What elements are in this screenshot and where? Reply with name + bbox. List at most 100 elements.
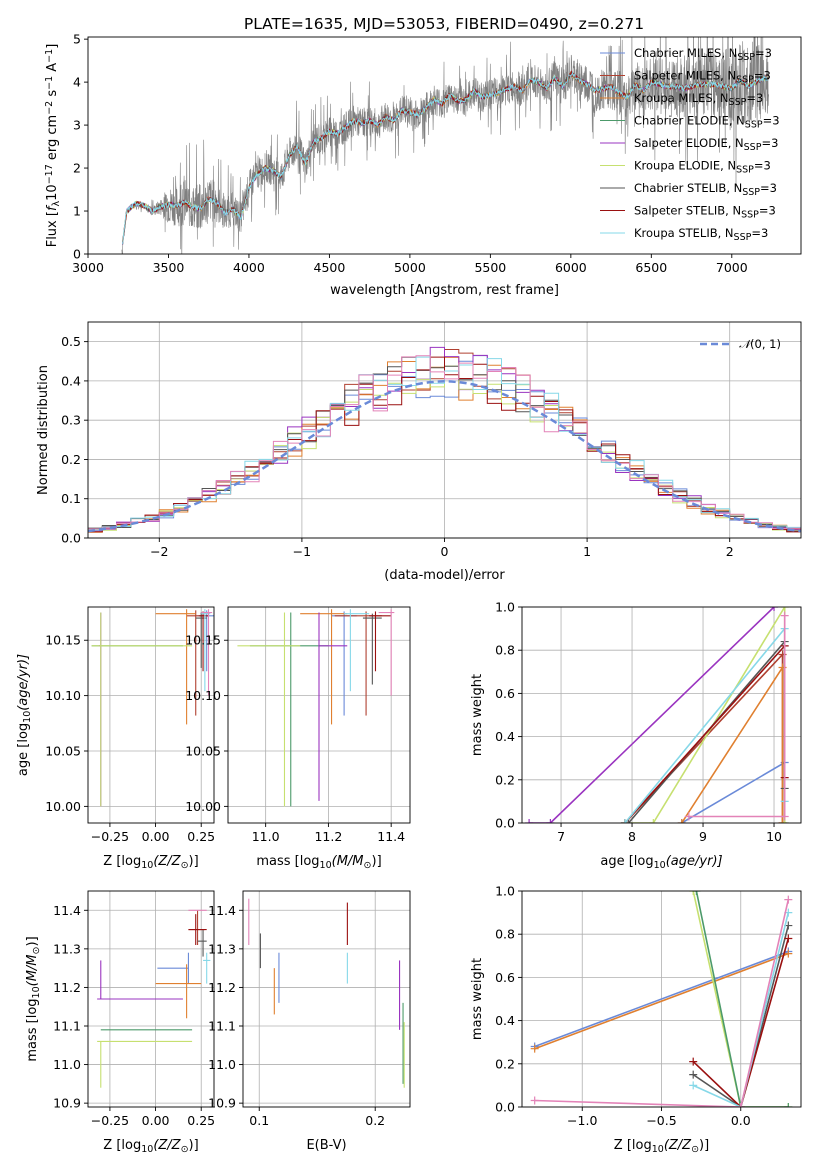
y-tick-label: 0.4 [61,373,81,388]
y-tick-label: 0 [73,247,81,262]
label-run: ⊙ [364,860,372,871]
histogram-step-line [88,355,801,530]
panel-mass-vs-EBV: 0.1 0.2 10.9 11.0 11.1 11.2 11.3 11.4 E(B-V) [208,890,411,1153]
y-axis-label: mass [log10(M/M⊙)] [25,936,42,1061]
label-run: mass [log [256,854,319,869]
y-tick-label: 11.1 [53,1019,81,1034]
y-tick-label: 0.2 [495,1056,515,1071]
mass-weight-line [624,607,786,823]
y-tick-label: 10.10 [45,688,81,703]
x-tick-label: 0.00 [142,829,170,844]
y-tick-label: 10.9 [208,1096,236,1111]
x-tick-label: 0.0 [731,1113,751,1128]
y-tick-label: 11.3 [53,941,81,956]
label-run: (M/M [332,854,364,869]
x-tick-label: 0.2 [365,1113,385,1128]
label-run: (Z/Z [664,1138,692,1153]
y-tick-label: 10.15 [45,633,81,648]
label-run: =3 [746,91,763,105]
panel-frame [521,890,802,1108]
label-run: 10 [654,860,666,871]
mass-weight-line [624,643,786,823]
mass-weight-marker [530,1044,539,1053]
x-tick-label: 0.1 [249,1113,269,1128]
label-run: Z [log [103,1138,141,1153]
legend-entry: Chabrier MILES, NSSP=3 [634,46,772,63]
legend-entry: Kroupa MILES, NSSP=3 [634,91,763,108]
x-tick-label: 2 [726,544,734,559]
x-tick-label: 10 [766,829,782,844]
y-tick-label: 11.2 [53,980,81,995]
legend-entry: Salpeter MILES, NSSP=3 [634,69,771,86]
label-run: −17 [44,164,55,184]
mass-weight-marker [784,1103,793,1107]
y-axis-label: age [log10(age/yr)] [16,654,33,776]
x-axis-label: Z [log10(Z/Z⊙)] [614,1138,709,1155]
y-tick-label: 10.00 [45,799,81,814]
mass-weight-marker [624,819,633,823]
label-run: =3 [754,69,771,83]
x-tick-label: 5000 [394,260,426,275]
label-run: )] [189,1138,199,1153]
label-run: Kroupa STELIB, N [634,226,734,240]
label-run: age [log [16,723,31,776]
x-tick-label: 11.4 [377,829,405,844]
mass-weight-line [692,912,790,1107]
label-run: −1 [44,49,55,63]
label-run: 10 [320,860,332,871]
legend-entry: Salpeter STELIB, NSSP=3 [634,204,776,221]
label-run: ⊙ [31,947,42,955]
x-tick-label: 0.00 [142,1113,170,1128]
x-tick-label: 8 [628,829,636,844]
histogram-step-line [88,346,801,532]
panel-frame [521,606,802,824]
label-run: SSP [734,232,752,243]
y-tick-label: 3 [73,118,81,133]
label-run: =3 [755,46,772,60]
mass-weight-line [692,938,790,1107]
y-tick-label: 10.00 [185,799,221,814]
mass-weight-marker [770,607,779,611]
x-tick-label: 3000 [72,260,104,275]
label-run: Chabrier MILES, N [634,46,737,60]
y-tick-label: 11.4 [53,903,81,918]
x-tick-label: −0.25 [91,1113,129,1128]
label-run: SSP [736,165,754,176]
y-tick-label: 0.1 [61,491,81,506]
y-tick-label: 10.9 [53,1096,81,1111]
y-tick-label: 11.4 [208,903,236,918]
label-run: λ [51,200,62,206]
label-run: )] [189,854,199,869]
mass-weight-marker [684,812,693,821]
legend-entry: Kroupa STELIB, NSSP=3 [634,226,768,243]
x-tick-label: 0 [441,544,449,559]
label-run: Z [log [614,1138,652,1153]
panel-frame [87,890,215,1108]
label-run: 10 [22,711,33,723]
label-run: =3 [751,226,768,240]
legend-entry: Chabrier ELODIE, NSSP=3 [634,114,780,131]
legend-entry: Kroupa ELODIE, NSSP=3 [634,159,771,176]
panel-spectrum: 3000 3500 4000 4500 5000 5500 6000 6500 7000 0 1 2 3… [44,32,802,298]
x-axis-label: mass [log10(M/M⊙)] [256,854,381,871]
label-run: =3 [754,159,771,173]
mass-weight-line [534,899,790,1107]
x-tick-label: 3500 [153,260,185,275]
y-tick-label: 5 [73,32,81,47]
label-run: Flux [ [45,211,60,247]
mass-weight-marker [692,891,701,895]
panel-frame [87,321,802,539]
legend-entry: Chabrier STELIB, NSSP=3 [634,181,777,198]
x-tick-label: −1.0 [567,1113,597,1128]
panel-frame [87,606,215,824]
label-run: s [45,90,60,101]
y-tick-label: 11.0 [53,1057,81,1072]
label-run: Salpeter ELODIE, N [634,136,744,150]
x-tick-label: −0.5 [646,1113,676,1128]
mass-weight-marker [677,819,686,823]
mass-weight-marker [689,1057,698,1066]
label-run: −2 [44,101,55,115]
mass-weight-marker [780,607,789,611]
y-tick-label: 1.0 [495,884,515,899]
